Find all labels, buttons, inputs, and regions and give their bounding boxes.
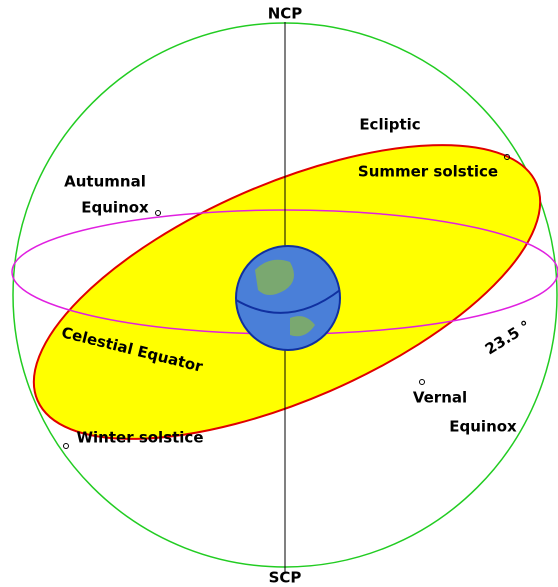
vernal-equinox-label: Equinox: [449, 418, 517, 436]
vernal-equinox-label: Vernal: [413, 389, 467, 407]
land: [290, 316, 315, 337]
winter-solstice-label: Winter solstice: [76, 429, 203, 447]
tilt-label: 23.5 °: [482, 317, 534, 359]
marker: [504, 154, 510, 160]
autumnal-equinox-label: Autumnal: [64, 173, 146, 191]
earth-equator: [235, 289, 341, 314]
marker: [63, 443, 69, 449]
marker: [155, 210, 161, 216]
ecliptic-label: Ecliptic: [359, 116, 420, 134]
summer-solstice-label: Summer solstice: [358, 163, 498, 181]
scp-label: SCP: [269, 569, 302, 587]
land: [255, 259, 294, 295]
earth: [235, 245, 341, 351]
ncp-label: NCP: [268, 5, 303, 23]
autumnal-equinox-label: Equinox: [81, 199, 149, 217]
marker: [419, 379, 425, 385]
